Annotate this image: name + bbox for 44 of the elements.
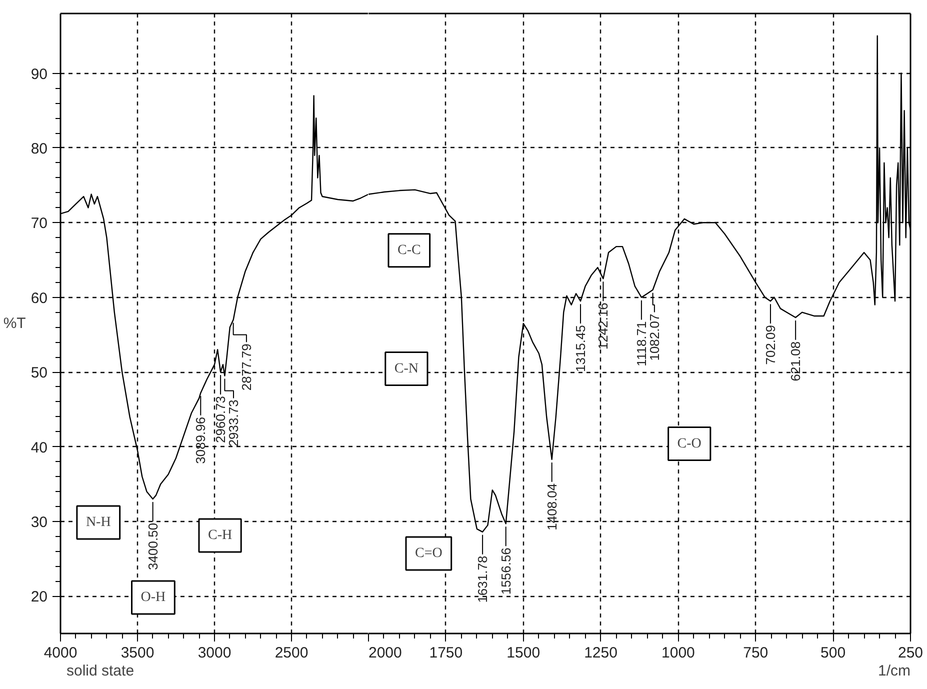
annotation: 1631.78: [475, 556, 490, 603]
x-tick-label: 4000: [44, 644, 78, 662]
annotation: C-H: [208, 528, 232, 544]
x-tick-label: 500: [820, 644, 846, 662]
x-tick-label: 2500: [274, 644, 308, 662]
annotation: 702.09: [762, 324, 778, 365]
x-axis-title: 1/cm: [878, 662, 911, 680]
y-tick-label: 30: [30, 514, 48, 531]
annotation: 1242.16: [596, 302, 611, 350]
annotation: 1408.04: [544, 483, 560, 530]
annotation: 2933.73: [226, 400, 242, 447]
annotation: 2877.79: [238, 344, 254, 391]
x-tick-label: 1500: [506, 644, 540, 662]
y-tick-label: 90: [30, 66, 48, 83]
annotation: 1118.71: [634, 321, 649, 366]
y-tick-label: 60: [30, 290, 48, 307]
annotation: 1082.07: [646, 314, 662, 361]
annotation: 2960.73: [213, 396, 228, 443]
y-tick-label: 70: [30, 215, 48, 232]
annotation: N-H: [86, 515, 111, 530]
annotation: 621.08: [788, 341, 804, 382]
annotation: 3089.96: [193, 416, 208, 464]
annotation: 1315.45: [573, 324, 588, 372]
x-tick-label: 2000: [368, 644, 402, 662]
annotation: C-O: [677, 436, 702, 452]
x-tick-label: 3500: [120, 644, 154, 662]
annotation: 3400.50: [145, 522, 160, 570]
x-tick-label: 1000: [662, 644, 695, 662]
annotation: C=O: [414, 546, 442, 562]
x-tick-label: 1750: [429, 644, 463, 662]
text: solid state: [66, 662, 134, 680]
x-tick-label: 1250: [584, 644, 618, 662]
x-tick-label: 3000: [198, 644, 232, 662]
y-tick-label: 80: [30, 140, 48, 158]
x-tick-label: 750: [743, 644, 768, 662]
y-tick-label: 50: [30, 364, 48, 382]
annotation: 1556.56: [498, 548, 514, 595]
annotation: C-N: [394, 361, 419, 376]
y-tick-label: 20: [30, 588, 48, 606]
y-tick-label: 40: [30, 439, 48, 456]
y-axis-title: %T: [3, 315, 26, 332]
annotation: C-C: [397, 242, 421, 258]
x-tick-label: 250: [898, 644, 924, 662]
annotation: O-H: [140, 590, 166, 606]
